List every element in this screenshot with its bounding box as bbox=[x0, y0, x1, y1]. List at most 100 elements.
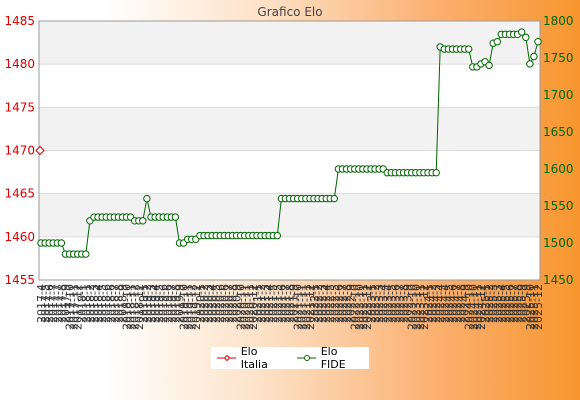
x-tick-label: 2024-12 bbox=[475, 284, 488, 330]
x-tick-label: 2017-7 bbox=[51, 284, 64, 323]
data-point-elo-fide bbox=[57, 239, 66, 247]
data-point-elo-fide bbox=[143, 194, 151, 203]
data-point-elo-fide bbox=[518, 28, 526, 36]
x-tick-label: 2019-11 bbox=[182, 284, 195, 330]
x-tick-label: 2018-2 bbox=[84, 284, 97, 323]
x-tick-label: 2019-6 bbox=[161, 284, 174, 323]
data-point-elo-fide bbox=[530, 52, 538, 61]
x-tick-label: 2021-10 bbox=[292, 284, 305, 330]
data-point-elo-fide bbox=[82, 250, 90, 258]
x-tick-label: 2023-10 bbox=[410, 284, 423, 330]
x-tick-label: 2023-2 bbox=[369, 284, 382, 323]
x-tick-label: 2017-9 bbox=[59, 284, 72, 323]
right-tick-label: 1800 bbox=[543, 14, 574, 28]
legend-label-elo-fide: Elo FIDE bbox=[320, 345, 346, 371]
right-tick-label: 1750 bbox=[543, 51, 574, 65]
x-tick-label: 2021-5 bbox=[267, 284, 280, 323]
x-tick-label: 2017-8 bbox=[55, 284, 68, 323]
x-tick-label: 2022-4 bbox=[320, 284, 333, 323]
legend-item-elo-fide: Elo FIDE bbox=[297, 345, 369, 371]
x-tick-label: 2023-4 bbox=[377, 284, 390, 323]
x-tick-label: 2018-5 bbox=[96, 284, 109, 323]
x-tick-label: 2018-12 bbox=[129, 284, 142, 330]
left-tick-label: 1485 bbox=[4, 14, 35, 28]
x-tick-label: 2025-11 bbox=[528, 284, 541, 330]
x-tick-label: 2017-6 bbox=[43, 284, 56, 323]
x-tick-label: 2023-5 bbox=[385, 284, 398, 323]
x-tick-label: 2022-8 bbox=[341, 284, 354, 323]
x-tick-label: 2021-2 bbox=[255, 284, 268, 323]
data-point-elo-fide bbox=[493, 38, 501, 46]
series-elo-fide bbox=[37, 28, 542, 258]
x-tick-label: 2025-10 bbox=[524, 284, 537, 330]
x-tick-label: 2018-8 bbox=[112, 284, 125, 323]
x-tick-label: 2021-12 bbox=[304, 284, 317, 330]
left-axis-ticks: 1455 1460 1465 1470 1475 1480 1485 bbox=[4, 14, 35, 287]
x-tick-label: 2018-11 bbox=[125, 284, 138, 330]
x-tick-label: 2024-10 bbox=[467, 284, 480, 330]
x-tick-label: 2023-9 bbox=[402, 284, 415, 323]
legend-marker-elo-fide bbox=[297, 355, 316, 361]
x-tick-label: 2025-5 bbox=[499, 284, 512, 323]
x-tick-label: 2024-7 bbox=[451, 284, 464, 323]
x-tick-label: 2018-1 bbox=[80, 284, 93, 323]
x-tick-label: 2018-7 bbox=[108, 284, 121, 323]
x-tick-label: 2025-3 bbox=[487, 284, 500, 323]
x-tick-label: 2022-5 bbox=[328, 284, 341, 323]
data-point-elo-fide bbox=[330, 194, 338, 203]
x-tick-label: 2017-12 bbox=[72, 284, 85, 330]
x-tick-label: 2024-5 bbox=[442, 284, 455, 323]
x-tick-label: 2024-4 bbox=[434, 284, 447, 323]
x-tick-label: 2024-11 bbox=[471, 284, 484, 330]
x-tick-label: 2018-4 bbox=[92, 284, 105, 323]
x-tick-label: 2018-6 bbox=[104, 284, 117, 323]
x-tick-label: 2020-8 bbox=[226, 284, 239, 323]
legend-item-elo-italia: Elo Italia bbox=[217, 345, 291, 371]
x-tick-label: 2018-1 bbox=[76, 284, 89, 323]
x-tick-label: 2020-1 bbox=[194, 284, 207, 323]
x-tick-label: 2021-3 bbox=[259, 284, 272, 323]
x-tick-label: 2021-8 bbox=[284, 284, 297, 323]
x-tick-label: 2020-12 bbox=[247, 284, 260, 330]
x-tick-label: 2021-5 bbox=[271, 284, 284, 323]
plot-band bbox=[39, 21, 540, 65]
data-point-elo-fide bbox=[273, 231, 281, 240]
x-tick-label: 2023-3 bbox=[373, 284, 386, 323]
x-tick-label: 2022-9 bbox=[345, 284, 358, 323]
legend-marker-elo-italia bbox=[217, 354, 236, 362]
x-tick-label: 2020-6 bbox=[218, 284, 231, 323]
x-tick-label: 2023-8 bbox=[398, 284, 411, 323]
x-tick-label: 2023-11 bbox=[414, 284, 427, 330]
x-tick-label: 2023-1 bbox=[365, 284, 378, 323]
x-tick-label: 2019-4 bbox=[149, 284, 162, 323]
x-tick-label: 2017-11 bbox=[68, 284, 81, 330]
x-tick-label: 2019-8 bbox=[169, 284, 182, 323]
x-tick-label: 2018-3 bbox=[88, 284, 101, 323]
x-tick-label: 2020-11 bbox=[243, 284, 256, 330]
data-point-elo-fide bbox=[485, 61, 493, 70]
x-tick-label: 2025-7 bbox=[508, 284, 521, 323]
x-tick-label: 2019-12 bbox=[186, 284, 199, 330]
x-tick-label: 2025-9 bbox=[516, 284, 529, 323]
x-tick-label: 2019-12 bbox=[190, 284, 203, 330]
x-tick-label: 2022-6 bbox=[332, 284, 345, 323]
data-point-elo-fide bbox=[171, 213, 180, 221]
x-tick-label: 2020-11 bbox=[239, 284, 252, 330]
x-tick-label: 2025-2 bbox=[483, 284, 496, 323]
right-tick-label: 1500 bbox=[543, 236, 574, 250]
x-tick-label: 2022-1 bbox=[308, 284, 321, 323]
legend-label-elo-italia: Elo Italia bbox=[240, 345, 268, 371]
x-tick-label: 2023-7 bbox=[393, 284, 406, 323]
x-tick-label: 2019-3 bbox=[145, 284, 158, 323]
x-tick-label: 2017-5 bbox=[39, 284, 52, 323]
x-tick-label: 2025-9 bbox=[520, 284, 533, 323]
right-tick-label: 1600 bbox=[543, 162, 574, 176]
x-tick-label: 2022-7 bbox=[336, 284, 349, 323]
x-tick-label: 2025-8 bbox=[512, 284, 525, 323]
x-tick-label: 2019-1 bbox=[137, 284, 150, 323]
x-tick-label: 2023-6 bbox=[389, 284, 402, 323]
left-tick-label: 1470 bbox=[4, 144, 35, 158]
x-tick-label: 2024-9 bbox=[459, 284, 472, 323]
data-point-elo-fide bbox=[465, 45, 473, 53]
